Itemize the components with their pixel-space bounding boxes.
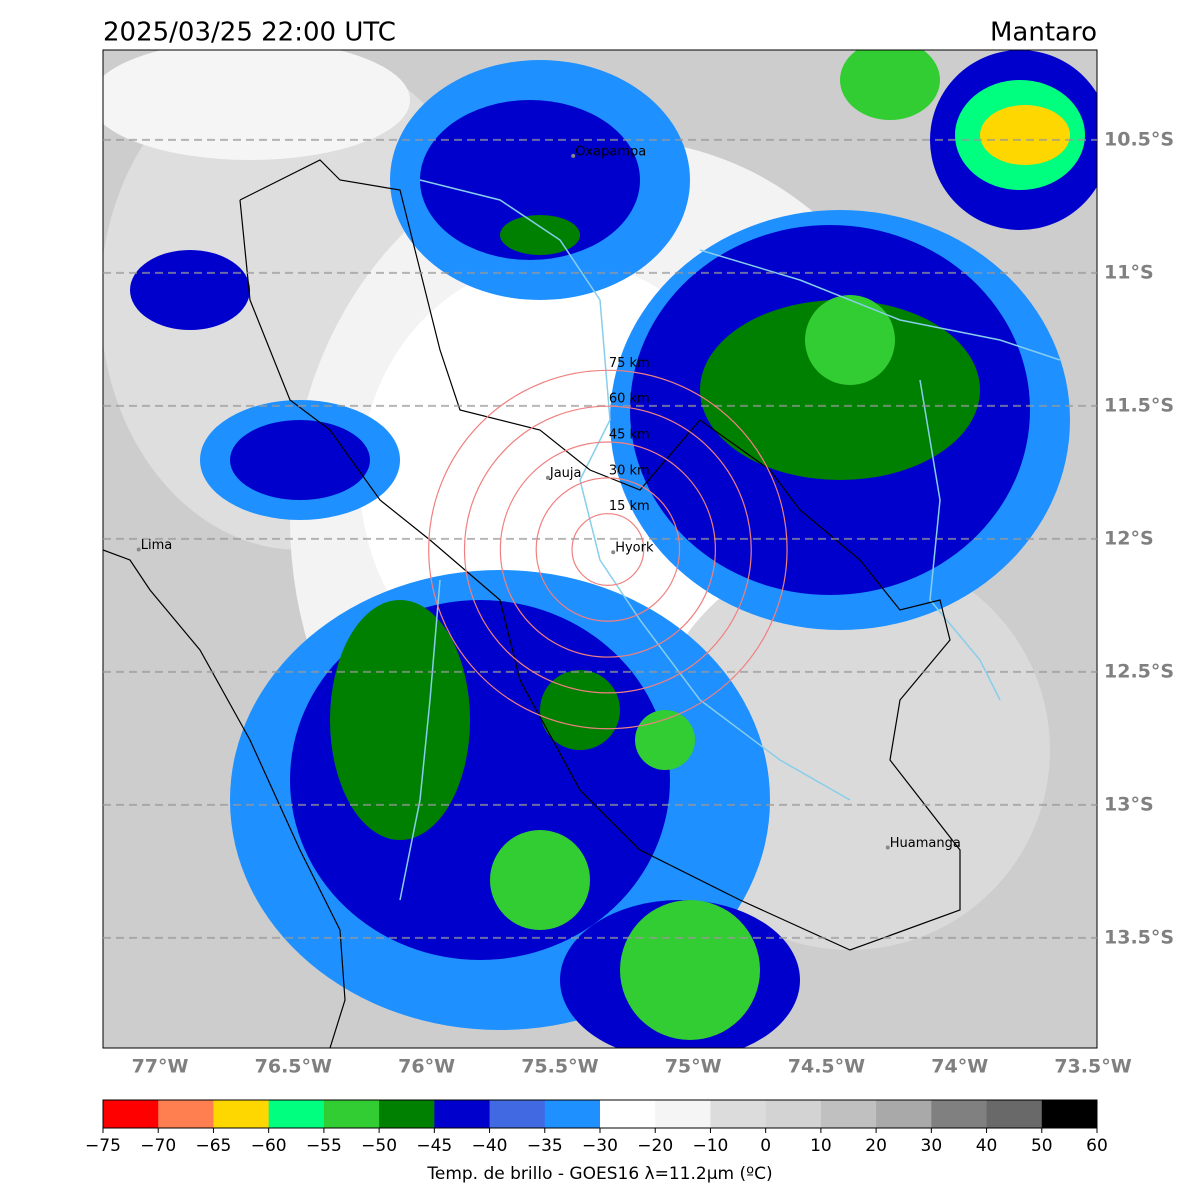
lat-tick-label: 12°S xyxy=(1104,527,1154,549)
lat-tick-label: 10.5°S xyxy=(1104,128,1174,150)
place-dot xyxy=(136,547,141,552)
place-dot xyxy=(571,153,576,158)
lon-tick-label: 77°W xyxy=(132,1056,189,1078)
colorbar-tick-label: −55 xyxy=(306,1136,342,1156)
colorbar-tick-label: −70 xyxy=(140,1136,176,1156)
colorbar-tick-label: 0 xyxy=(760,1136,771,1156)
range-ring-label: 60 km xyxy=(609,392,650,407)
lat-tick-label: 11°S xyxy=(1104,261,1154,283)
colorbar-tick-label: −10 xyxy=(692,1136,728,1156)
place-label: Hyork xyxy=(615,541,654,556)
colorbar-tick-label: 10 xyxy=(810,1136,832,1156)
colorbar-segment xyxy=(655,1100,711,1128)
colorbar-tick-label: −65 xyxy=(195,1136,231,1156)
place-label: Lima xyxy=(141,538,172,553)
lon-tick-label: 74.5°W xyxy=(788,1056,865,1078)
range-ring xyxy=(428,369,788,730)
colorbar-tick-label: 40 xyxy=(976,1136,998,1156)
lat-tick-label: 11.5°S xyxy=(1104,394,1174,416)
colorbar-label: Temp. de brillo - GOES16 λ=11.2μm (ºC) xyxy=(426,1164,772,1184)
colorbar-segment xyxy=(600,1100,656,1128)
colorbar-tick-label: 30 xyxy=(921,1136,943,1156)
region-title: Mantaro xyxy=(990,18,1097,48)
range-ring xyxy=(499,441,716,658)
range-ring-label: 15 km xyxy=(609,499,650,514)
colorbar-segment xyxy=(1041,1100,1098,1128)
colorbar-tick-label: −75 xyxy=(85,1136,121,1156)
colorbar-tick-label: −40 xyxy=(472,1136,508,1156)
range-ring xyxy=(463,405,752,694)
colorbar-tick-label: −30 xyxy=(582,1136,618,1156)
colorbar-segment xyxy=(544,1100,601,1128)
colorbar-segment xyxy=(986,1100,1043,1128)
lon-tick-label: 75°W xyxy=(665,1056,722,1078)
colorbar-segment xyxy=(434,1100,491,1128)
colorbar-tick-label: −50 xyxy=(361,1136,397,1156)
colorbar-tick-label: −60 xyxy=(251,1136,287,1156)
colorbar-segment xyxy=(489,1100,546,1128)
colorbar-segment xyxy=(323,1100,380,1128)
lon-tick-label: 76.5°W xyxy=(255,1056,332,1078)
colorbar-segment xyxy=(876,1100,932,1128)
colorbar-segment xyxy=(931,1100,988,1128)
colorbar-tick-label: −45 xyxy=(416,1136,452,1156)
map-overlay: Oxapampa Jauja Lima Hyork Huamanga xyxy=(103,138,1097,939)
place-label: Jauja xyxy=(549,466,582,481)
title: 2025/03/25 22:00 UTC xyxy=(103,18,396,48)
colorbar-segment xyxy=(765,1100,822,1128)
colorbar-segment xyxy=(213,1100,270,1128)
colorbar-tick-label: −35 xyxy=(527,1136,563,1156)
place-dot xyxy=(885,845,890,850)
lon-tick-label: 73.5°W xyxy=(1054,1056,1131,1078)
colorbar-tick-label: 20 xyxy=(865,1136,887,1156)
place-label: Huamanga xyxy=(890,836,961,851)
satellite-image xyxy=(103,50,1097,1048)
colorbar-segment xyxy=(158,1100,214,1128)
colorbar-segment xyxy=(103,1100,159,1128)
range-ring xyxy=(535,477,681,622)
range-ring xyxy=(571,513,645,586)
colorbar-tick-label: 50 xyxy=(1031,1136,1053,1156)
colorbar-segment xyxy=(379,1100,435,1128)
colorbar-tick-label: −20 xyxy=(637,1136,673,1156)
colorbar-segment xyxy=(710,1100,767,1128)
range-ring-label: 45 km xyxy=(609,428,650,443)
colorbar-tick-label: 60 xyxy=(1086,1136,1108,1156)
colorbar-segment xyxy=(820,1100,877,1128)
map-frame xyxy=(102,49,1098,1049)
lat-tick-label: 13.5°S xyxy=(1104,926,1174,948)
place-label: Oxapampa xyxy=(575,144,646,159)
lat-tick-label: 12.5°S xyxy=(1104,660,1174,682)
lon-tick-label: 76°W xyxy=(398,1056,455,1078)
place-dot xyxy=(545,475,550,480)
lat-tick-label: 13°S xyxy=(1104,793,1154,815)
lon-tick-label: 74°W xyxy=(931,1056,988,1078)
range-ring-label: 30 km xyxy=(609,463,650,478)
colorbar-segment xyxy=(268,1100,325,1128)
place-dot xyxy=(611,550,616,555)
lon-tick-label: 75.5°W xyxy=(521,1056,598,1078)
range-ring-label: 75 km xyxy=(609,356,650,371)
